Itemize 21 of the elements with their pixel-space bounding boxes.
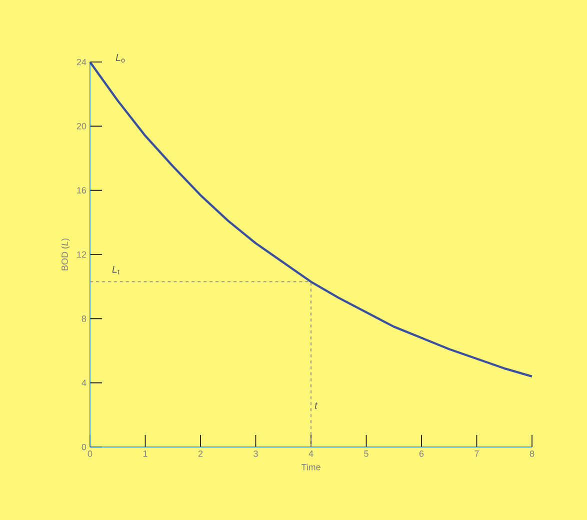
y-tick-label: 20 xyxy=(76,122,86,130)
y-tick-label: 24 xyxy=(76,58,86,66)
x-tick-label: 6 xyxy=(419,450,424,457)
x-tick-label: 8 xyxy=(530,450,534,457)
annotation: L$_{o}$ xyxy=(116,54,125,62)
y-tick-label: 12 xyxy=(77,251,86,258)
x-axis-title: Time xyxy=(301,464,320,470)
ref-line-label: t xyxy=(314,402,318,409)
y-tick-label: 0 xyxy=(82,444,86,450)
y-tick-label: 8 xyxy=(82,315,86,322)
x-tick-label: 2 xyxy=(198,450,203,457)
x-tick-label: 5 xyxy=(364,450,368,457)
ref-line-label: L$_{t}$ xyxy=(112,266,120,274)
y-tick-label: 4 xyxy=(82,380,86,386)
x-tick-label: 7 xyxy=(474,450,479,457)
x-tick-label: 0 xyxy=(88,450,92,457)
x-tick-label: 4 xyxy=(308,450,314,457)
y-tick-label: 16 xyxy=(77,187,86,194)
y-axis-title: BOD (L) xyxy=(61,238,70,270)
x-tick-label: 3 xyxy=(254,450,258,457)
x-tick-label: 1 xyxy=(143,450,148,457)
